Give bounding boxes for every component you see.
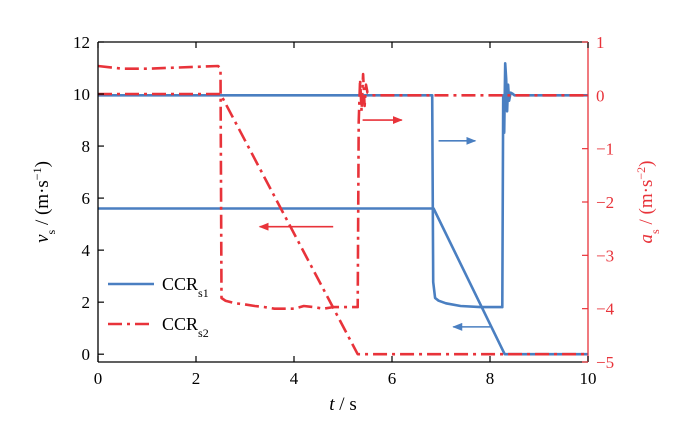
legend-label-s2: CCRs2 [162,314,209,340]
y-left-tick-label: 2 [82,293,91,312]
series-s1-acceleration [98,61,588,309]
y-left-tick-label: 6 [82,189,91,208]
legend-label-s1: CCRs1 [162,274,209,300]
y-right-tick-label: −3 [596,246,614,265]
y-right-tick-label: −1 [596,140,614,159]
y-right-tick-label: −2 [596,193,614,212]
x-tick-label: 0 [94,369,103,388]
y-right-tick-label: 0 [596,86,605,105]
svg-text:as / (m·s−2): as / (m·s−2) [634,161,662,244]
y-left-tick-label: 10 [73,85,90,104]
y-left-tick-label: 12 [73,33,90,52]
series-s2-velocity [98,92,588,356]
y-left-tick-label: 8 [82,137,91,156]
svg-text:vs / (m·s−1): vs / (m·s−1) [30,161,58,243]
y-right-tick-label: −5 [596,353,614,372]
x-tick-label: 10 [580,369,597,388]
y-right-tick-label: 1 [596,33,605,52]
annotation-arrows [258,116,490,331]
series-layer [97,61,588,356]
y-right-tick-label: −4 [596,300,615,319]
legend: CCRs1 CCRs2 [108,274,209,340]
x-tick-label: 6 [388,369,397,388]
y-left-axis-label: vs / (m·s−1) [30,161,58,243]
x-tick-label: 2 [192,369,201,388]
x-tick-label: 4 [290,369,299,388]
x-axis-label: t / s [329,394,356,415]
y-left-tick-label: 0 [82,345,91,364]
x-tick-label: 8 [486,369,495,388]
series-s2-acceleration [97,64,588,311]
y-right-axis-label: as / (m·s−2) [634,161,662,244]
y-left-tick-label: 4 [82,241,91,260]
